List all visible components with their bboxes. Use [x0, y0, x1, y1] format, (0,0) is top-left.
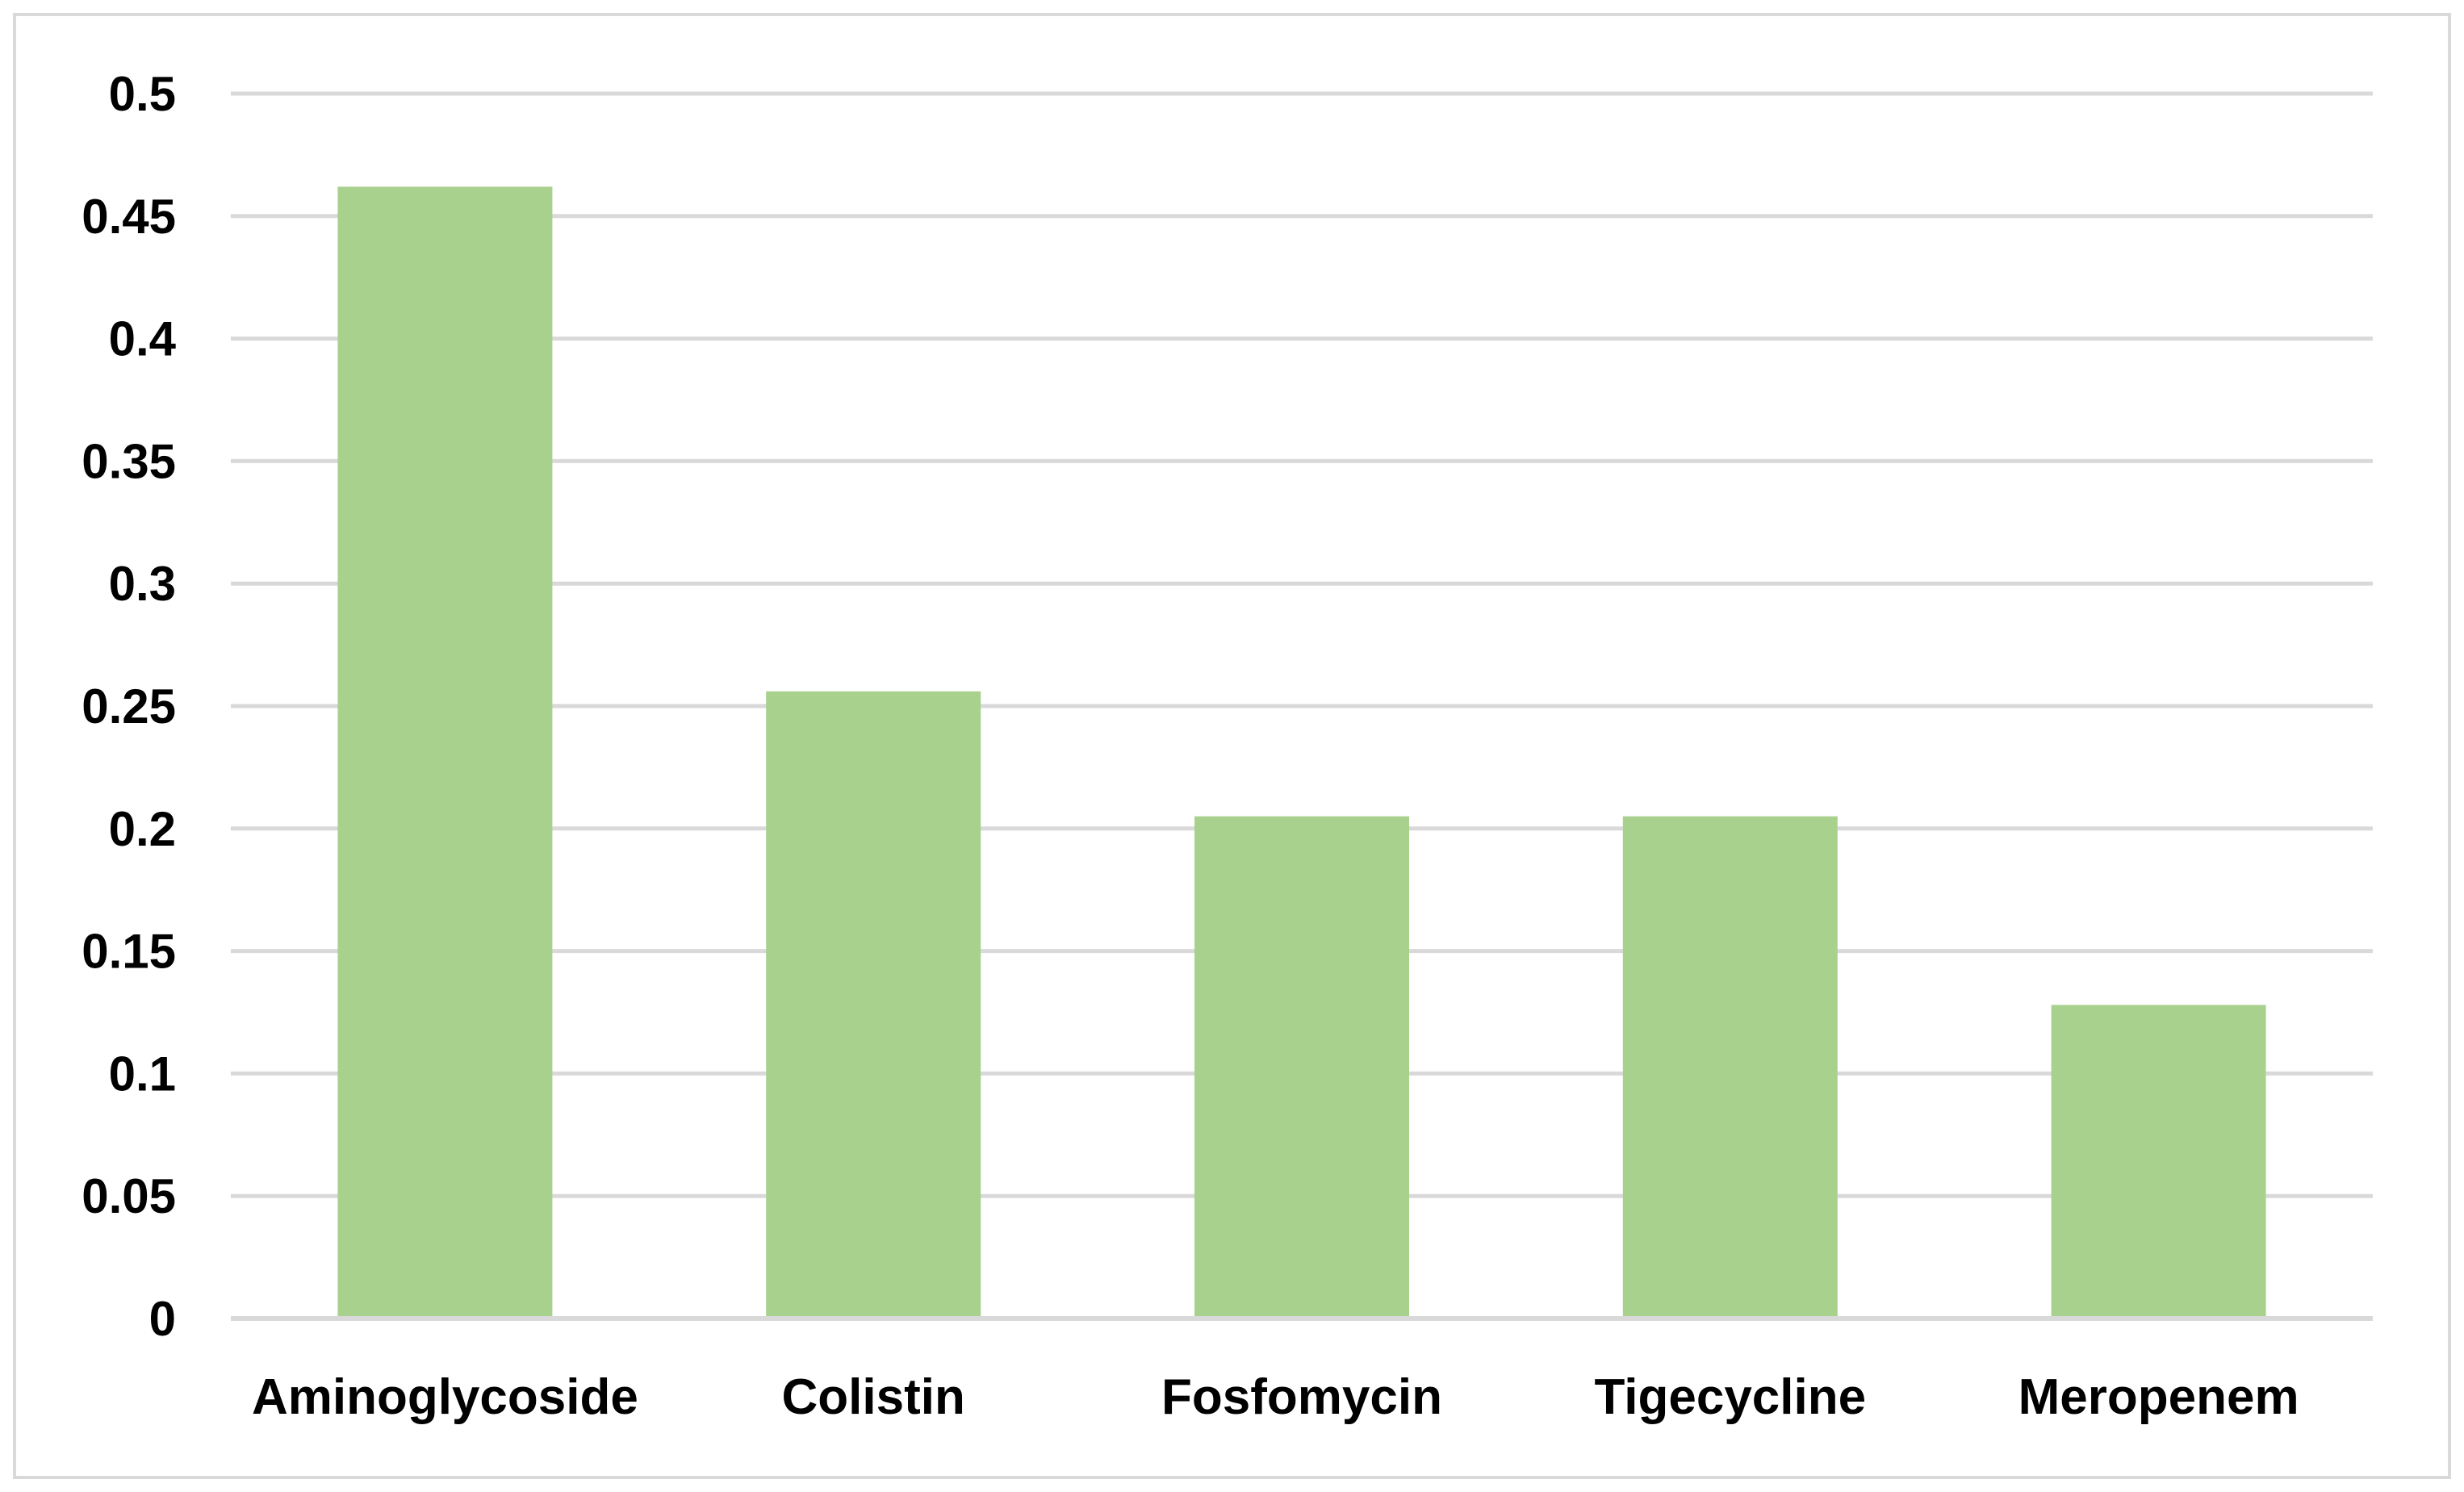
x-category-label: Aminoglycoside — [252, 1369, 638, 1425]
bars — [337, 186, 2266, 1316]
bar-colistin — [766, 691, 981, 1316]
y-tick-label: 0.05 — [82, 1169, 176, 1223]
bar-fosfomycin — [1194, 816, 1409, 1316]
x-category-label: Colistin — [782, 1369, 965, 1425]
y-tick-label: 0.5 — [109, 67, 176, 121]
bar-tigecycline — [1622, 816, 1838, 1316]
y-axis-ticks: 0 0.05 0.1 0.15 0.2 0.25 0.3 0.35 0.4 0.45 0.5 — [82, 67, 176, 1346]
y-tick-label: 0.1 — [109, 1047, 176, 1101]
y-tick-label: 0.4 — [109, 312, 177, 366]
bar-aminoglycoside — [337, 186, 553, 1316]
x-category-label: Tigecycline — [1595, 1369, 1867, 1425]
x-category-label: Fosfomycin — [1161, 1369, 1442, 1425]
y-tick-label: 0.15 — [82, 925, 176, 979]
x-category-label: Meropenem — [2018, 1369, 2299, 1425]
bar-meropenem — [2051, 1005, 2266, 1316]
y-tick-label: 0.35 — [82, 434, 176, 488]
y-tick-label: 0 — [149, 1292, 176, 1346]
y-tick-label: 0.25 — [82, 679, 176, 733]
y-tick-label: 0.3 — [109, 557, 176, 611]
x-axis-categories: Aminoglycoside Colistin Fosfomycin Tigecycl… — [252, 1369, 2299, 1425]
y-tick-label: 0.2 — [109, 802, 176, 856]
gridlines — [231, 91, 2373, 1321]
y-tick-label: 0.45 — [82, 190, 176, 244]
